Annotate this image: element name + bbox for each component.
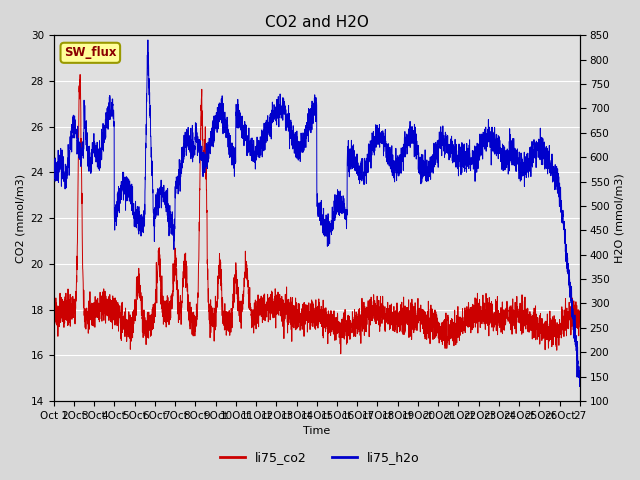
Y-axis label: CO2 (mmol/m3): CO2 (mmol/m3): [15, 174, 25, 263]
Text: SW_flux: SW_flux: [64, 46, 116, 60]
Legend: li75_co2, li75_h2o: li75_co2, li75_h2o: [215, 446, 425, 469]
X-axis label: Time: Time: [303, 426, 330, 436]
Title: CO2 and H2O: CO2 and H2O: [265, 15, 369, 30]
Y-axis label: H2O (mmol/m3): H2O (mmol/m3): [615, 173, 625, 263]
